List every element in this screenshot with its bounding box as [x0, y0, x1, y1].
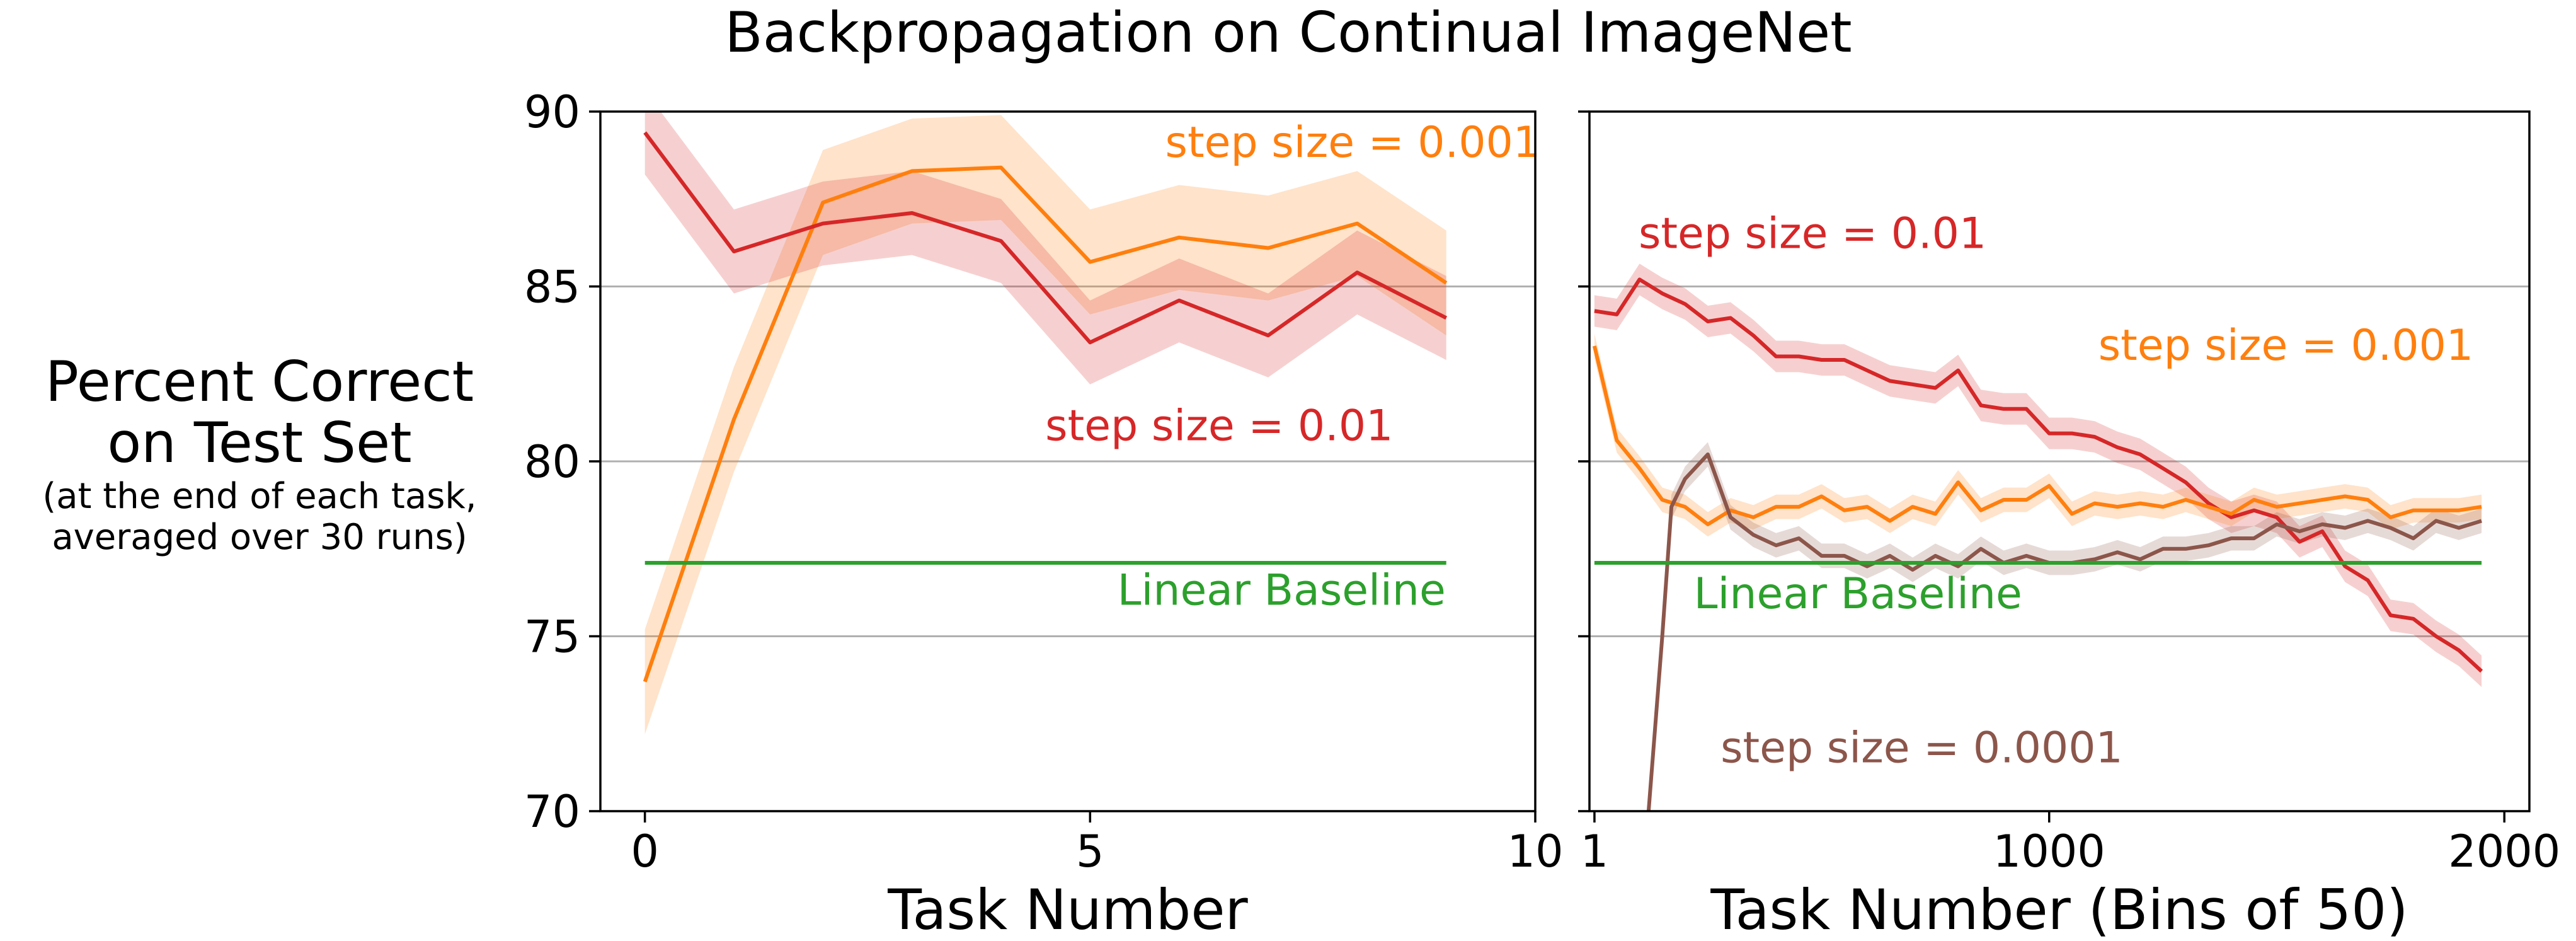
left-annotation-linear-baseline: Linear Baseline [1118, 566, 1446, 616]
left-band-step-size-0-001 [644, 115, 1446, 734]
right-x-axis-label: Task Number (Bins of 50) [1710, 877, 2408, 941]
left-ytick-label-75: 75 [524, 611, 580, 663]
right-annotation-linear-baseline: Linear Baseline [1694, 569, 2022, 619]
y-axis-label-line2: on Test Set [107, 410, 411, 475]
right-plot-area [1592, 263, 2483, 811]
left-ytick-label-70: 70 [524, 786, 580, 838]
y-axis-label: Percent Correct on Test Set (at the end … [42, 349, 476, 558]
left-x-axis-label: Task Number [887, 877, 1248, 941]
y-axis-label-line1: Percent Correct [45, 349, 474, 414]
left-xtick-label-5: 5 [1076, 826, 1104, 877]
left-panel: step size = 0.001 step size = 0.01 Linear … [524, 86, 1564, 941]
left-annotation-step-size-0-001: step size = 0.001 [1165, 118, 1540, 168]
left-xtick-label-0: 0 [631, 826, 659, 877]
left-ytick-label-80: 80 [524, 436, 580, 488]
right-annotation-step-size-0-0001: step size = 0.0001 [1720, 723, 2123, 773]
left-annotation-step-size-0-01: step size = 0.01 [1045, 401, 1393, 451]
right-annotation-step-size-0-01: step size = 0.01 [1639, 209, 1986, 258]
right-line-step-size-0-01 [1594, 277, 2483, 673]
right-xtick-label-1: 1 [1581, 826, 1609, 877]
right-band-step-size-0-0001 [1648, 442, 2482, 811]
right-band-step-size-0-01 [1594, 263, 2482, 687]
right-xtick-label-1000: 1000 [1993, 826, 2105, 877]
left-xtick-label-10: 10 [1507, 826, 1563, 877]
left-line-step-size-0-01 [643, 131, 1448, 345]
right-annotation-step-size-0-001: step size = 0.001 [2098, 321, 2473, 371]
right-panel: step size = 0.01 step size = 0.001 Linear … [1578, 110, 2560, 941]
left-plot-area [643, 112, 1448, 734]
chart-title: Backpropagation on Continual ImageNet [724, 0, 1852, 65]
left-band-step-size-0-01 [644, 112, 1446, 384]
left-line-step-size-0-001 [643, 165, 1448, 683]
right-line-step-size-0-001 [1592, 345, 2482, 526]
left-ytick-label-90: 90 [524, 86, 580, 138]
left-ytick-label-85: 85 [524, 262, 580, 313]
y-axis-note-line1: (at the end of each task, [42, 476, 476, 517]
right-xtick-label-2000: 2000 [2448, 826, 2560, 877]
y-axis-note-line2: averaged over 30 runs) [52, 517, 467, 558]
